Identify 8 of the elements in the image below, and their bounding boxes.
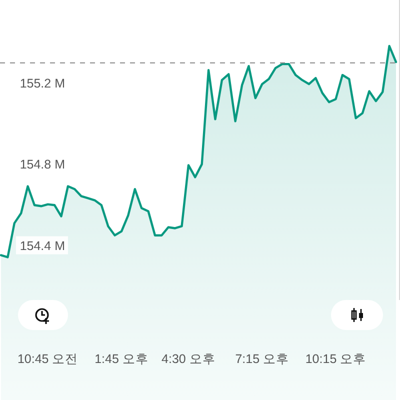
y-tick-label: 155.2 M bbox=[20, 76, 65, 91]
x-tick-label: 7:15 오후 bbox=[235, 352, 290, 366]
x-tick-label: 1:45 오후 bbox=[94, 352, 148, 366]
x-tick-label: 10:45 오전 bbox=[17, 352, 78, 366]
x-tick-label: 4:30 오후 bbox=[162, 352, 216, 366]
x-tick-label: 10:15 오후 bbox=[305, 352, 366, 366]
y-tick-label: 154.4 M bbox=[20, 238, 65, 253]
y-tick-label: 154.8 M bbox=[20, 158, 65, 172]
